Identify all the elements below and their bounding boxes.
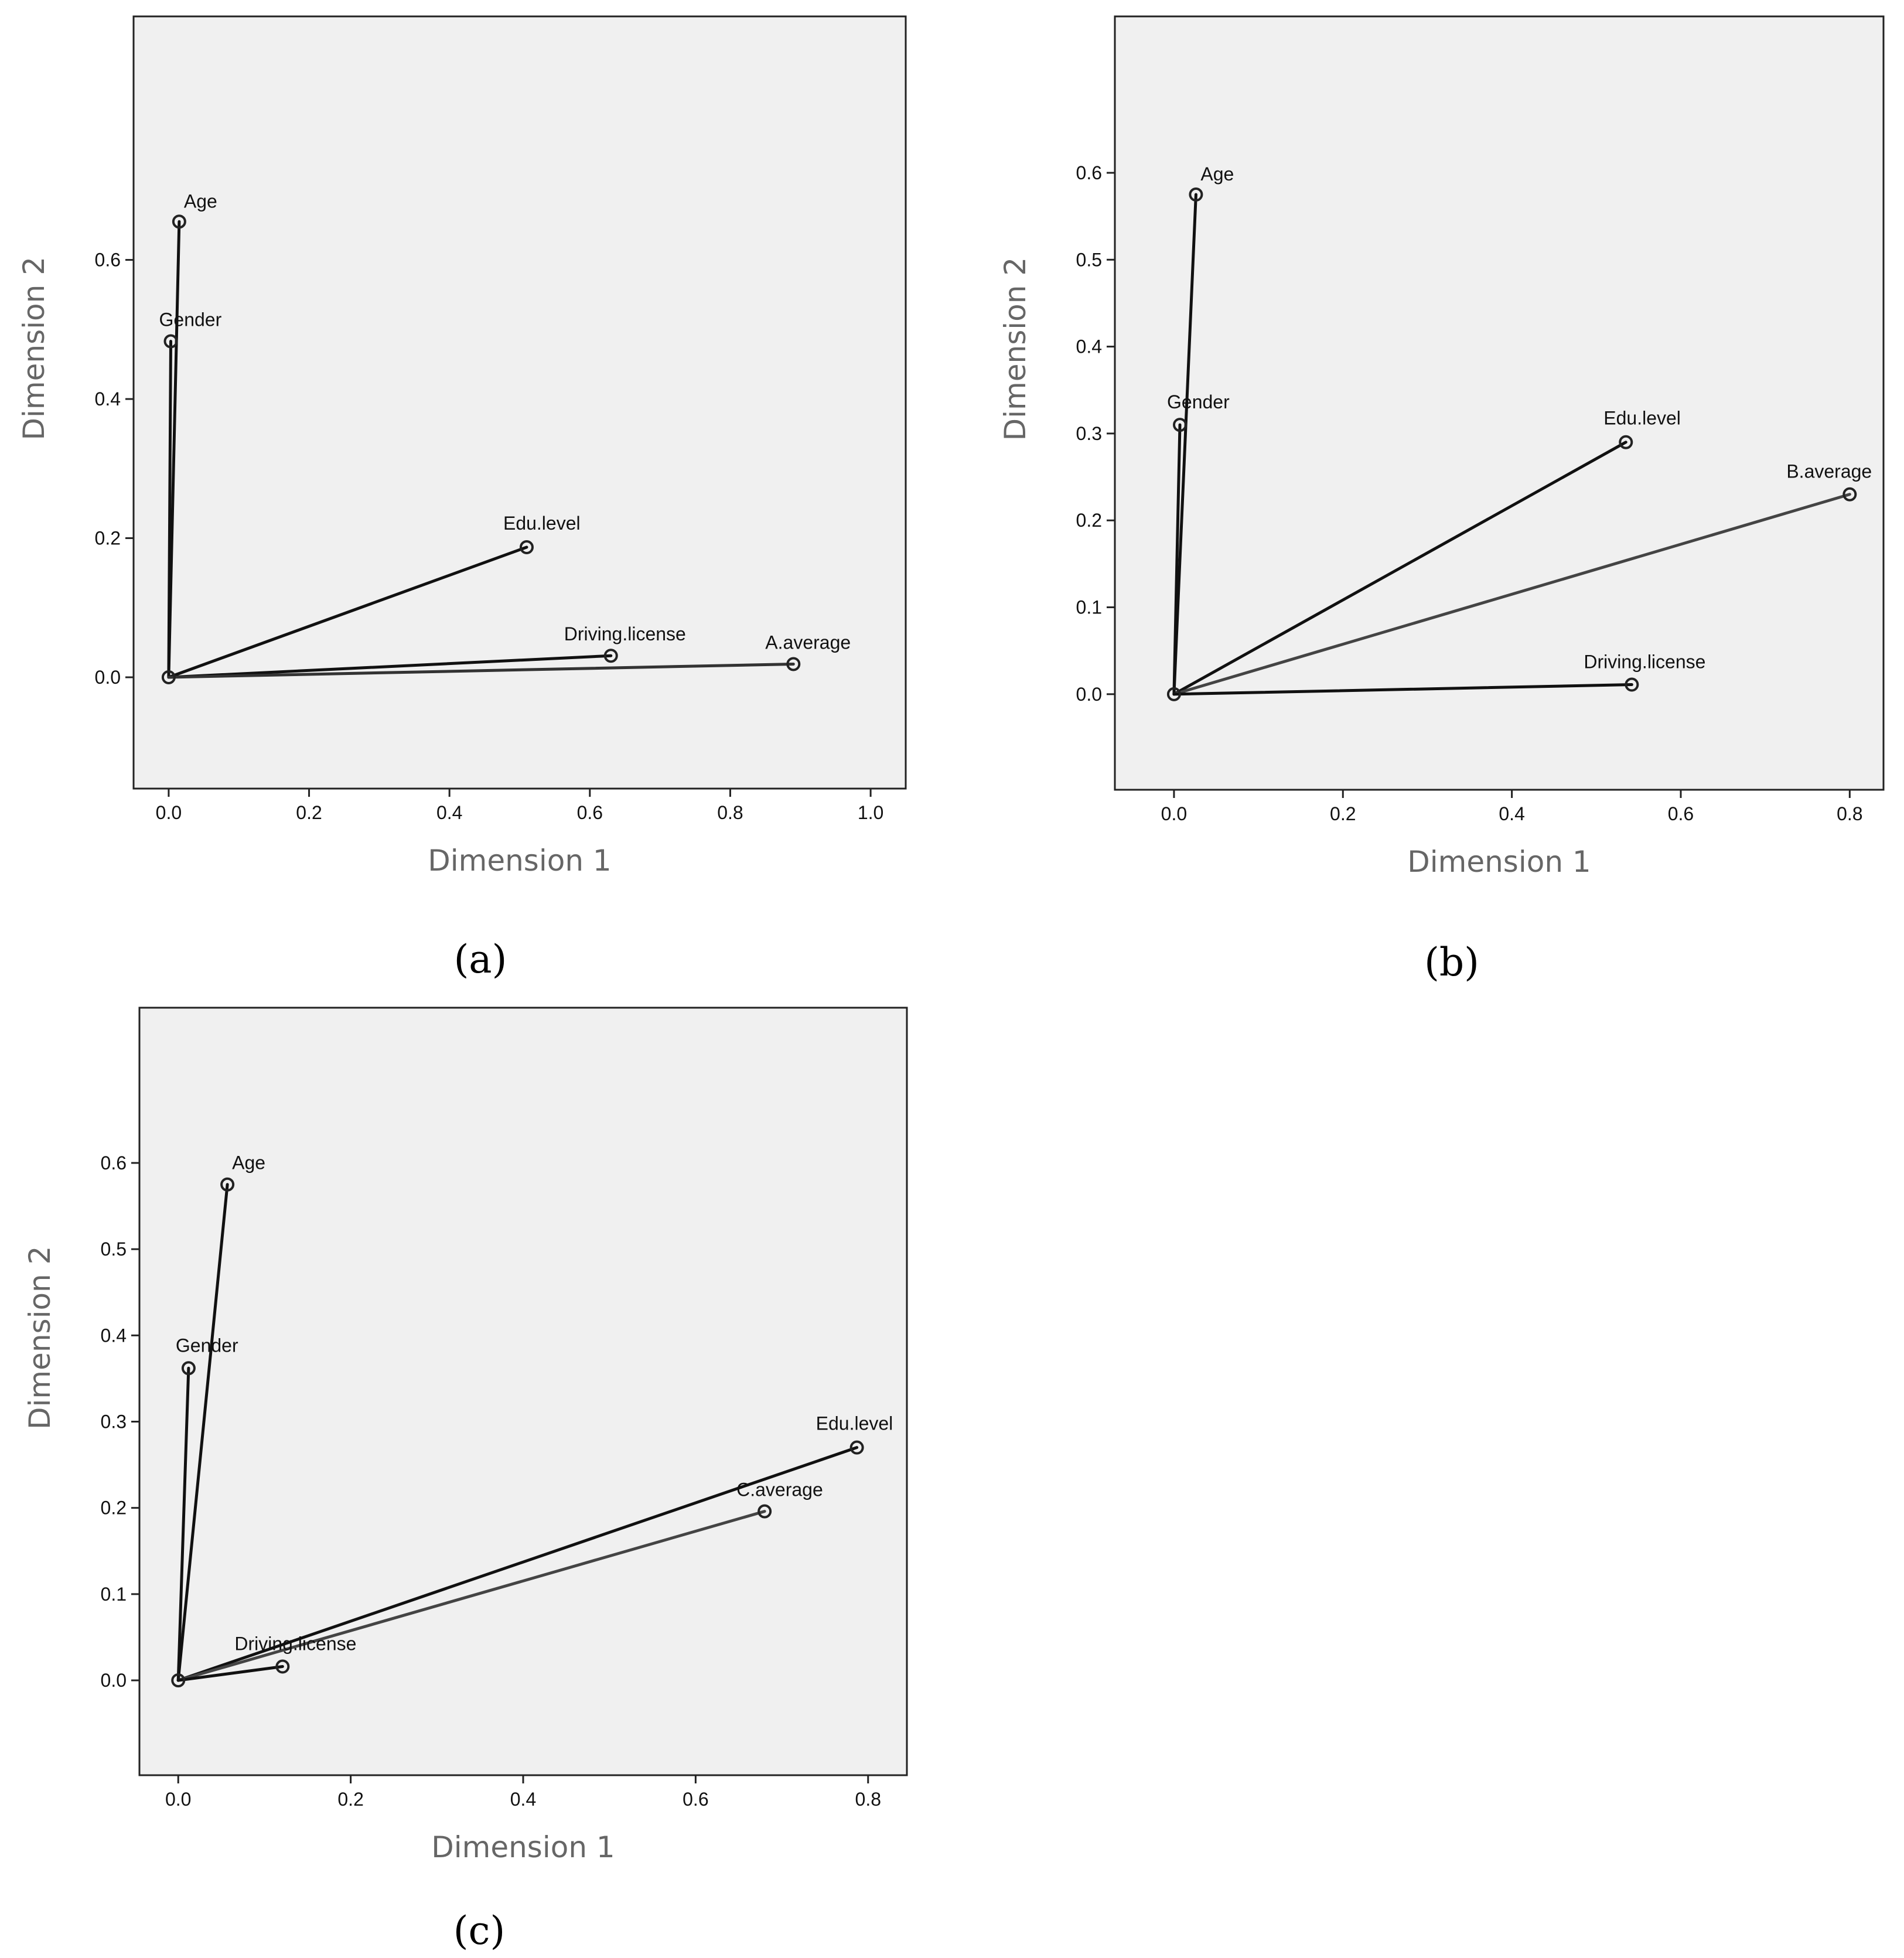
data-point bbox=[757, 1504, 772, 1519]
data-point bbox=[1173, 418, 1188, 432]
x-tick-label: 0.8 bbox=[855, 1789, 881, 1810]
x-tick-label: 0.6 bbox=[577, 802, 603, 823]
data-point bbox=[849, 1440, 864, 1455]
y-tick-label: 0.2 bbox=[101, 1498, 127, 1519]
y-tick-label: 0.6 bbox=[1076, 162, 1102, 183]
y-tick-label: 0.2 bbox=[95, 528, 121, 549]
point-label: Edu.level bbox=[503, 513, 581, 534]
x-tick-label: 0.8 bbox=[1837, 803, 1862, 824]
point-label: Edu.level bbox=[816, 1413, 893, 1434]
point-label: Driving.license bbox=[234, 1633, 356, 1655]
point-label: Edu.level bbox=[1603, 408, 1681, 429]
vector-line bbox=[1172, 441, 1627, 696]
x-tick-label: 0.0 bbox=[165, 1789, 191, 1810]
y-axis-title: Dimension 2 bbox=[23, 1246, 57, 1430]
x-axis-title: Dimension 1 bbox=[428, 844, 611, 878]
y-tick-label: 0.1 bbox=[1076, 597, 1102, 618]
vector-line bbox=[176, 1510, 766, 1682]
data-point bbox=[1619, 435, 1633, 449]
origin-point bbox=[161, 670, 176, 685]
y-axis-title: Dimension 2 bbox=[998, 257, 1032, 441]
panel-caption: (b) bbox=[1424, 940, 1479, 985]
plot-area bbox=[1114, 15, 1885, 791]
x-tick-label: 0.4 bbox=[1499, 803, 1524, 824]
vector-line bbox=[1172, 493, 1851, 696]
point-label: C.average bbox=[736, 1479, 823, 1500]
y-tick-label: 0.4 bbox=[101, 1325, 127, 1346]
point-label: A.average bbox=[765, 632, 851, 653]
data-point bbox=[172, 214, 186, 229]
origin-point bbox=[1166, 687, 1181, 701]
data-point bbox=[1842, 487, 1857, 502]
x-tick-label: 0.6 bbox=[1668, 803, 1694, 824]
x-tick-label: 0.0 bbox=[156, 802, 182, 823]
x-tick-label: 0.2 bbox=[1330, 803, 1356, 824]
point-label: Driving.license bbox=[564, 623, 686, 644]
y-tick-label: 0.0 bbox=[101, 1670, 127, 1691]
x-tick-label: 0.4 bbox=[436, 802, 462, 823]
point-label: Age bbox=[232, 1152, 265, 1174]
point-label: B.average bbox=[1786, 461, 1872, 482]
vector-line bbox=[167, 545, 528, 679]
data-point bbox=[786, 657, 801, 671]
x-tick-label: 0.6 bbox=[683, 1789, 708, 1810]
x-axis-title: Dimension 1 bbox=[431, 1830, 615, 1864]
data-point bbox=[181, 1361, 196, 1376]
x-tick-label: 1.0 bbox=[858, 802, 883, 823]
vector-line bbox=[167, 662, 795, 679]
data-point bbox=[275, 1659, 290, 1674]
chart-panel-2: 0.0 0.2 0.4 0.6 0.8 0.0 0.1 0.2 0.3 0.4 0.5 0.6 Dime… bbox=[23, 1007, 908, 1953]
x-axis-title: Dimension 1 bbox=[1407, 845, 1591, 879]
data-point bbox=[1625, 677, 1639, 692]
y-tick-label: 0.0 bbox=[95, 667, 121, 688]
vector-line bbox=[167, 340, 173, 679]
vector-line bbox=[176, 1183, 229, 1682]
vector-line bbox=[176, 1446, 859, 1682]
vector-line bbox=[167, 654, 613, 679]
data-point bbox=[603, 649, 618, 663]
panel-caption: (c) bbox=[453, 1908, 505, 1953]
x-tick-label: 0.8 bbox=[717, 802, 743, 823]
y-tick-label: 0.3 bbox=[101, 1411, 127, 1432]
origin-point bbox=[171, 1673, 186, 1688]
data-point bbox=[163, 334, 178, 349]
y-axis-title: Dimension 2 bbox=[17, 257, 51, 440]
point-label: Age bbox=[184, 190, 217, 212]
x-tick-label: 0.2 bbox=[337, 1789, 363, 1810]
vector-line bbox=[1172, 423, 1182, 696]
y-tick-label: 0.6 bbox=[95, 250, 121, 271]
plot-area bbox=[138, 1007, 908, 1776]
point-label: Gender bbox=[159, 309, 222, 330]
x-tick-label: 0.0 bbox=[1161, 803, 1187, 824]
point-label: Driving.license bbox=[1584, 651, 1705, 673]
data-point bbox=[519, 540, 534, 554]
y-tick-label: 0.2 bbox=[1076, 510, 1102, 531]
point-label: Gender bbox=[1167, 391, 1230, 412]
x-tick-label: 0.2 bbox=[296, 802, 322, 823]
data-point bbox=[1189, 187, 1203, 202]
y-tick-label: 0.0 bbox=[1076, 684, 1102, 705]
y-tick-label: 0.5 bbox=[101, 1239, 127, 1260]
point-label: Gender bbox=[176, 1335, 238, 1356]
vector-line bbox=[1172, 683, 1633, 696]
chart-panel-0: 0.0 0.2 0.4 0.6 0.8 1.0 0.0 0.2 0.4 0.6 Dimension … bbox=[17, 15, 907, 982]
vector-line bbox=[176, 1366, 190, 1682]
x-tick-label: 0.4 bbox=[510, 1789, 536, 1810]
y-tick-label: 0.6 bbox=[101, 1152, 127, 1174]
panel-caption: (a) bbox=[454, 937, 507, 982]
vector-line bbox=[1172, 193, 1197, 696]
y-tick-label: 0.5 bbox=[1076, 249, 1102, 270]
y-tick-label: 0.3 bbox=[1076, 423, 1102, 444]
y-tick-label: 0.4 bbox=[1076, 336, 1102, 357]
y-tick-label: 0.4 bbox=[95, 388, 121, 410]
y-tick-label: 0.1 bbox=[101, 1584, 127, 1605]
data-point bbox=[220, 1177, 235, 1192]
chart-panel-1: 0.0 0.2 0.4 0.6 0.8 0.0 0.1 0.2 0.3 0.4 0.5 0.6 Dime… bbox=[998, 15, 1885, 985]
vector-line bbox=[176, 1665, 284, 1682]
point-label: Age bbox=[1200, 163, 1234, 185]
